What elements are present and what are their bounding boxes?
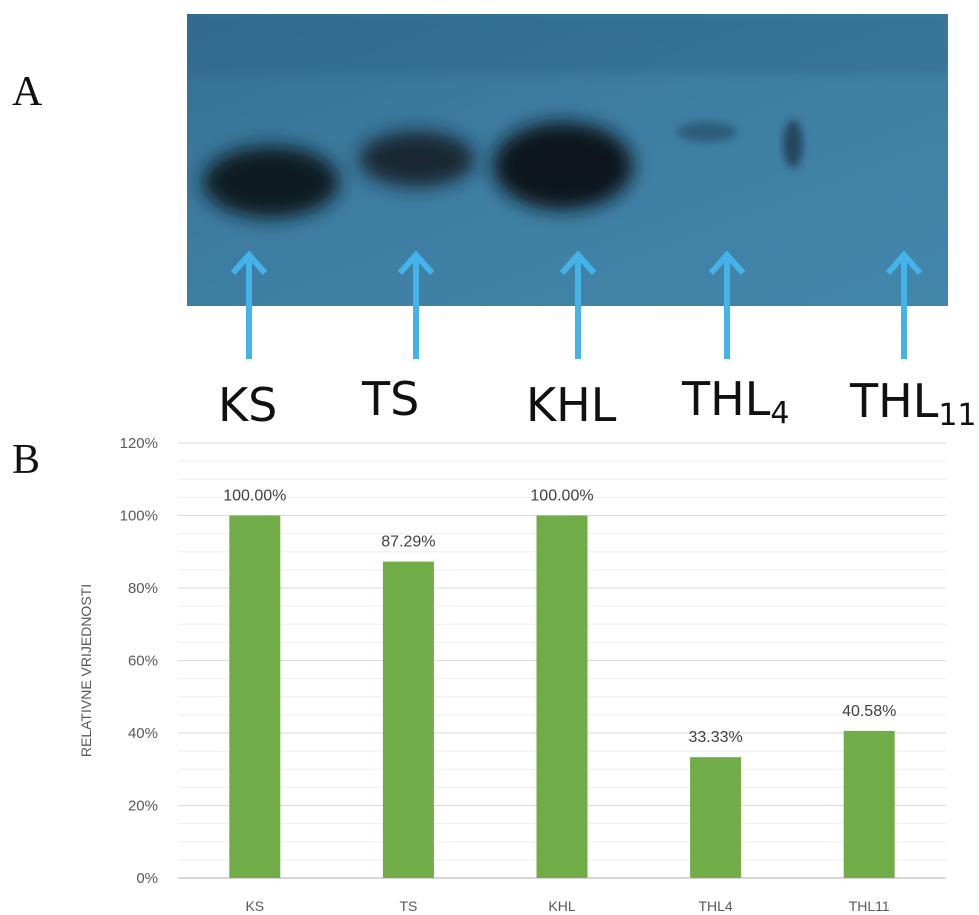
y-tick-labels: 0% 20% 40% 60% 80% 100% 120% — [120, 435, 158, 887]
bars — [229, 515, 895, 878]
y-tick-label: 40% — [128, 725, 158, 742]
bar-ts — [382, 561, 434, 878]
y-tick-label: 100% — [120, 508, 158, 525]
bar-khl — [536, 515, 588, 878]
data-labels: 100.00% 87.29% 100.00% 33.33% 40.58% — [223, 488, 896, 747]
lane-label-ts: TS — [362, 372, 420, 426]
arrow-up-icon — [559, 250, 597, 359]
lane-label-ks: KS — [218, 378, 278, 432]
category-label: KHL — [548, 898, 575, 914]
category-labels: KS TS KHL THL4 THL11 — [245, 898, 889, 914]
arrow-up-icon — [708, 250, 746, 359]
band-thl11 — [783, 120, 803, 168]
western-blot-image — [187, 14, 948, 306]
panel-a-letter: A — [12, 69, 43, 115]
category-label: KS — [245, 898, 264, 914]
panel-b-letter: B — [12, 437, 41, 483]
y-tick-label: 20% — [128, 798, 158, 815]
data-label: 87.29% — [381, 534, 435, 551]
relative-values-bar-chart: 0%20%40%60%80%100%120% KS TS KHL THL4 THL11 … — [78, 435, 946, 914]
data-label: 100.00% — [530, 488, 593, 505]
y-axis-title: RELATIVNE VRIJEDNOSTI — [78, 584, 94, 757]
lane-label-thl11: THL11 — [850, 374, 977, 433]
data-label: 100.00% — [223, 488, 286, 505]
arrow-up-icon — [885, 250, 923, 359]
y-tick-label: 0% — [136, 870, 158, 887]
lane-label-khl: KHL — [526, 378, 617, 432]
bar-thl4 — [690, 757, 742, 878]
category-label: TS — [399, 898, 417, 914]
category-label: THL4 — [698, 898, 732, 914]
band-khl — [493, 122, 633, 210]
arrow-up-icon — [230, 250, 268, 359]
category-label: THL11 — [849, 898, 890, 914]
data-label: 33.33% — [688, 729, 742, 746]
bar-thl11 — [843, 730, 895, 878]
band-ks — [203, 146, 339, 218]
band-thl4 — [677, 122, 737, 142]
arrow-up-icon — [397, 250, 435, 359]
band-ts — [359, 131, 475, 187]
bar-ks — [229, 515, 281, 878]
y-tick-label: 120% — [120, 435, 158, 452]
y-tick-label: 80% — [128, 580, 158, 597]
y-tick-label: 60% — [128, 653, 158, 670]
lane-label-thl4: THL4 — [682, 372, 790, 431]
data-label: 40.58% — [842, 703, 896, 720]
